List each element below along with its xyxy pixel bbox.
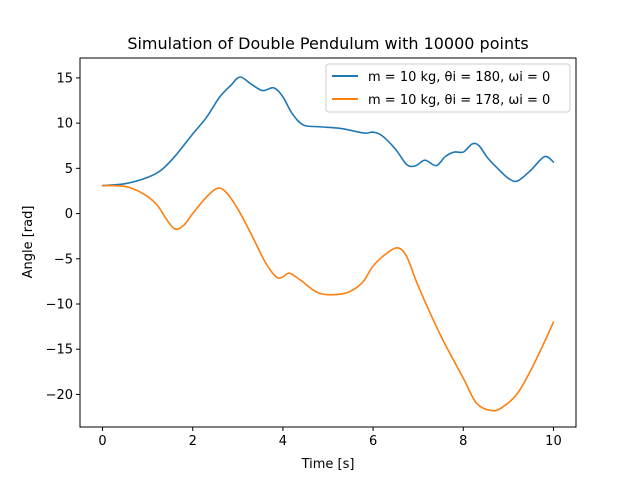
x-tick-label: 8 <box>459 434 467 449</box>
y-tick-label: 5 <box>65 162 73 177</box>
axes-frame <box>79 57 577 428</box>
chart-title: Simulation of Double Pendulum with 10000… <box>127 34 528 53</box>
y-axis-label: Angle [rad] <box>21 206 36 279</box>
series-line-theta-178 <box>101 184 555 412</box>
series-line-theta-180 <box>101 76 555 187</box>
x-tick-label: 2 <box>189 434 197 449</box>
x-tick-label: 10 <box>545 434 562 449</box>
y-tick-label: −20 <box>46 388 73 403</box>
legend-label-theta-180: m = 10 kg, θi = 180, ωi = 0 <box>368 70 550 85</box>
series-layer <box>101 76 555 412</box>
y-tick-label: 10 <box>56 117 73 132</box>
y-tick-label: 0 <box>65 207 73 222</box>
plot-area <box>79 57 577 428</box>
x-axis-label: Time [s] <box>301 457 355 472</box>
x-tick-label: 6 <box>369 434 377 449</box>
x-tick-label: 0 <box>98 434 106 449</box>
y-tick-label: −15 <box>46 343 73 358</box>
y-tick-label: −5 <box>54 252 73 267</box>
x-axis-ticks: 0 2 4 6 8 10 <box>98 427 562 449</box>
x-tick-label: 4 <box>279 434 287 449</box>
legend: m = 10 kg, θi = 180, ωi = 0 m = 10 kg, θ… <box>325 63 571 113</box>
legend-box <box>325 63 571 113</box>
y-axis-ticks: −20 −15 −10 −5 0 5 10 15 <box>46 71 80 403</box>
legend-label-theta-178: m = 10 kg, θi = 178, ωi = 0 <box>368 93 550 108</box>
y-tick-label: 15 <box>56 71 73 86</box>
y-tick-label: −10 <box>46 298 73 313</box>
